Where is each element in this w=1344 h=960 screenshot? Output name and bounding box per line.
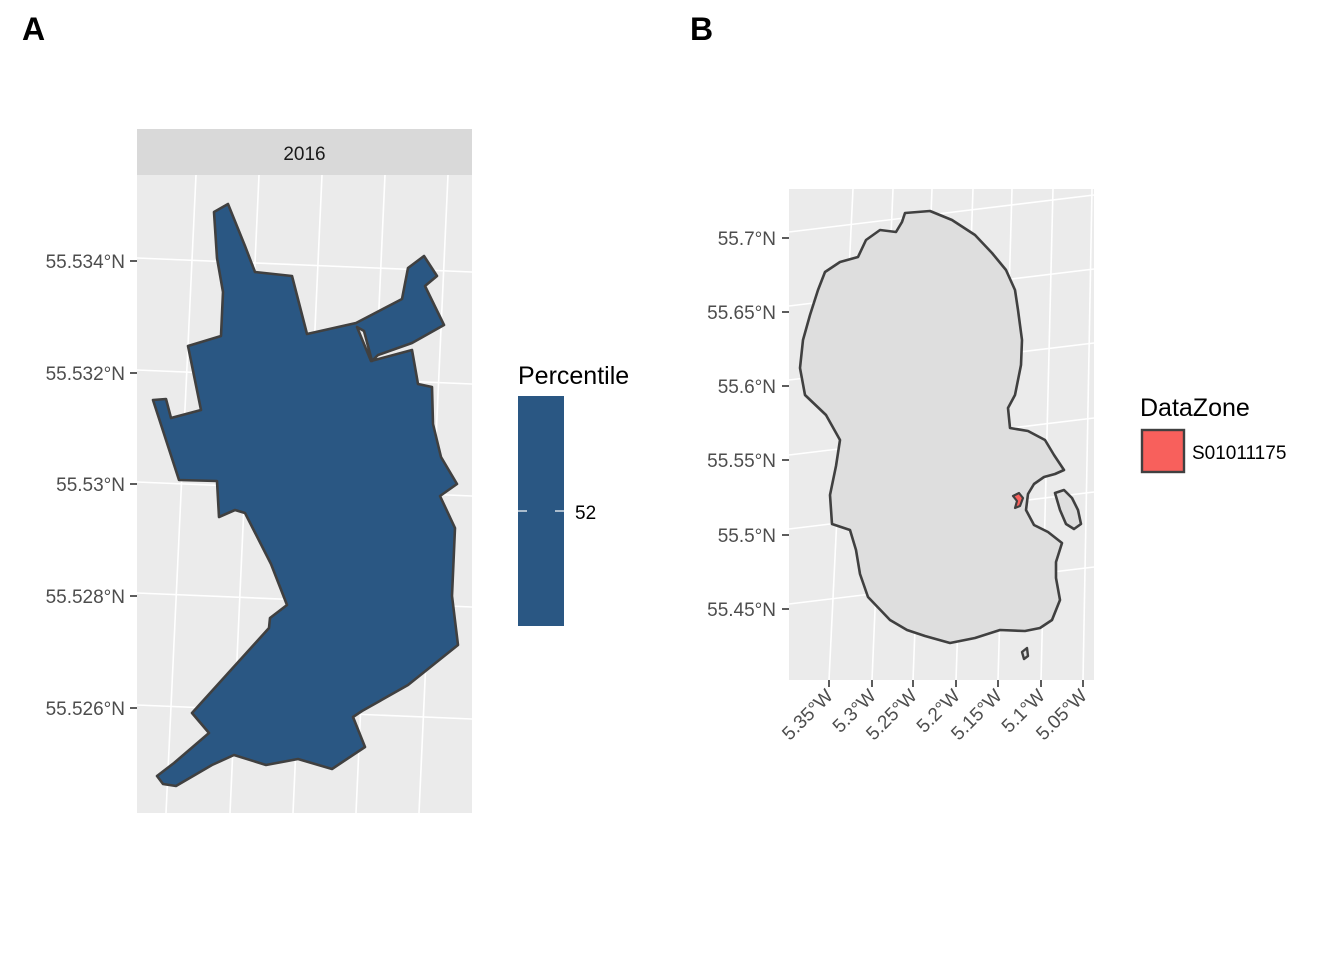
lat-tick-label: 55.65°N bbox=[707, 303, 776, 324]
legend-key bbox=[1140, 428, 1186, 474]
panel-a-letter: A bbox=[22, 11, 45, 47]
panel-a-y-ticks: 55.534°N 55.532°N 55.53°N 55.528°N 55.52… bbox=[46, 252, 137, 720]
lat-tick-label: 55.53°N bbox=[56, 475, 125, 496]
lat-tick-label: 55.5°N bbox=[718, 526, 776, 547]
island-outline bbox=[798, 209, 1066, 645]
lat-tick-label: 55.526°N bbox=[46, 699, 125, 720]
islet-east bbox=[1053, 488, 1083, 531]
lat-tick-label: 55.528°N bbox=[46, 587, 125, 608]
islet-south bbox=[1020, 646, 1030, 661]
legend-title: DataZone bbox=[1140, 394, 1250, 422]
lon-tick-label: 5.35°W bbox=[778, 686, 837, 745]
panel-b-y-ticks: 55.7°N 55.65°N 55.6°N 55.55°N 55.5°N 55.… bbox=[707, 229, 789, 621]
lat-tick-label: 55.7°N bbox=[718, 229, 776, 250]
lat-tick-label: 55.45°N bbox=[707, 600, 776, 621]
lat-tick-label: 55.6°N bbox=[718, 377, 776, 398]
percentile-legend: Percentile 52 bbox=[518, 362, 629, 626]
panel-b-letter: B bbox=[690, 11, 713, 47]
facet-strip-label: 2016 bbox=[283, 144, 325, 165]
legend-entry-label: S01011175 bbox=[1192, 443, 1286, 464]
datazone-legend: DataZone S01011175 bbox=[1140, 394, 1286, 474]
facet-strip bbox=[137, 129, 472, 175]
colorbar-label: 52 bbox=[575, 503, 596, 524]
lat-tick-label: 55.532°N bbox=[46, 364, 125, 385]
lat-tick-label: 55.55°N bbox=[707, 451, 776, 472]
lat-tick-label: 55.534°N bbox=[46, 252, 125, 273]
datazone-highlight[interactable] bbox=[1011, 491, 1025, 510]
panel-b-x-ticks: 5.35°W 5.3°W 5.25°W 5.2°W 5.15°W 5.1°W 5… bbox=[778, 680, 1092, 745]
datazone-polygon[interactable] bbox=[151, 202, 460, 788]
legend-title: Percentile bbox=[518, 362, 629, 390]
